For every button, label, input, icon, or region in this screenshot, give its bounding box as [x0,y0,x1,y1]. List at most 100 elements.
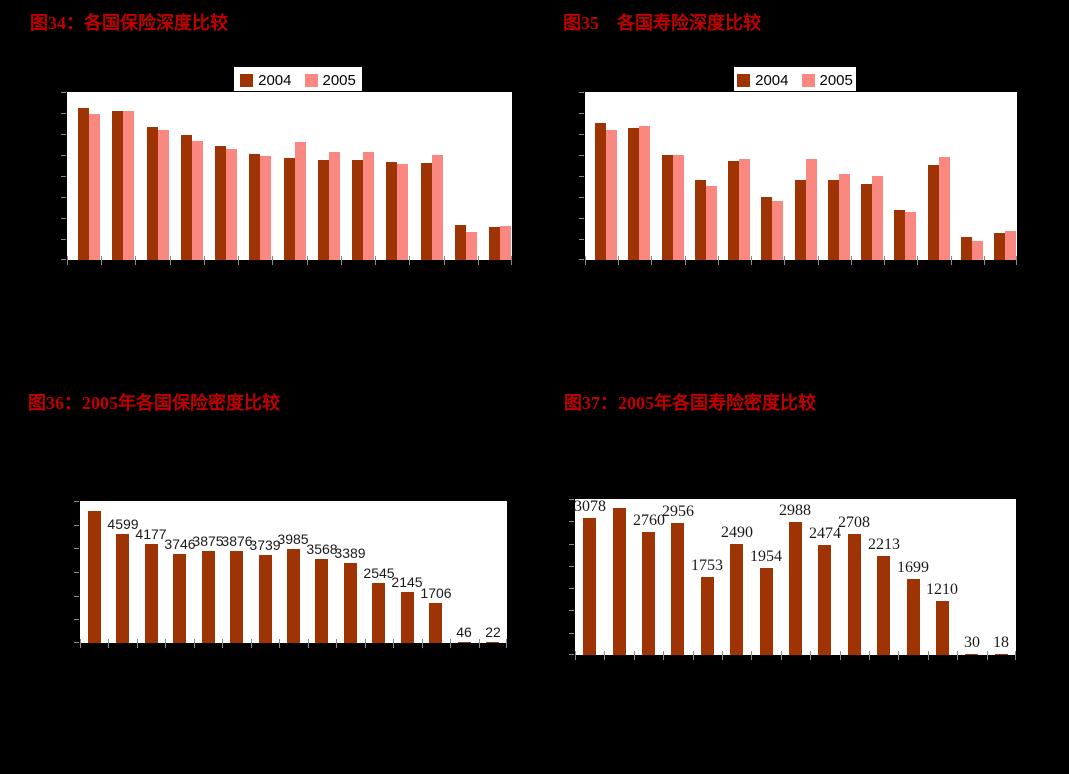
bar-2005 [730,544,743,655]
bar-2005 [872,176,883,260]
x-axis-tick [108,639,109,648]
bar-2005 [295,142,306,260]
plot-clip: 3078 2760 2956 1753 2490 1954 2988 2474 2708 2213… [575,499,1016,655]
y-axis-tick [579,218,584,219]
data-label: 2988 [779,502,811,519]
y-axis-tick [61,239,66,240]
x-axis-tick [365,639,366,648]
y-axis-tick [74,596,79,597]
bar-2004 [318,160,329,260]
x-axis-tick [307,256,308,265]
data-label: 2760 [633,512,665,529]
bar-2005 [839,174,850,260]
data-label: 2708 [838,514,870,531]
x-axis-tick [685,256,686,265]
legend-item-2004: 2004 [240,71,292,89]
y-axis-tick [569,499,574,500]
bar-2005 [88,511,101,643]
bar-2005 [583,518,596,655]
bar-2005 [429,603,442,643]
bar-2004 [78,108,89,260]
y-axis-tick [579,113,584,114]
x-axis-tick [634,651,635,660]
data-label: 1954 [750,548,782,565]
plot-clip: 4599 4177 3746 3875 3876 3739 3985 3568 3389 2545… [80,501,507,643]
x-axis-tick [693,651,694,660]
legend-swatch-2004 [737,73,751,87]
x-axis-tick [137,639,138,648]
x-axis-tick [604,651,605,660]
bar-2005 [458,642,471,643]
x-axis-tick [784,256,785,265]
y-axis-tick [74,572,79,573]
bar-2005 [486,642,499,643]
bar-2005 [905,212,916,260]
x-axis-tick [651,256,652,265]
bar-2005 [613,508,626,655]
x-axis-tick [479,639,480,648]
x-axis-tick [170,256,171,265]
x-axis-tick [222,639,223,648]
bar-2004 [284,158,295,260]
x-axis-tick [80,639,81,648]
data-label: 2145 [391,574,423,590]
y-axis-tick [74,548,79,549]
x-axis-tick [135,256,136,265]
x-axis-tick [67,256,68,265]
x-axis-tick [751,256,752,265]
data-label: 2474 [809,525,841,542]
bar-2004 [761,197,772,260]
bar-2005 [500,226,511,260]
data-label: 3078 [575,499,606,515]
y-axis-tick [61,259,66,260]
y-axis-tick [74,642,79,643]
bar-2004 [455,225,466,260]
bar-2005 [939,157,950,260]
plot-area [579,91,1018,265]
legend-label-2005: 2005 [322,71,356,89]
x-axis-tick [957,651,958,660]
plot-area: 3078 2760 2956 1753 2490 1954 2988 2474 2708 2213… [569,498,1017,660]
x-axis-tick [506,639,507,648]
y-axis-tick [569,544,574,545]
x-axis-tick [575,651,576,660]
bar-2004 [795,180,806,260]
bar-2005 [287,549,300,643]
data-label: 2956 [662,503,694,520]
bar-2005 [965,654,978,655]
x-axis-tick [279,639,280,648]
x-axis-tick [308,639,309,648]
x-axis-tick [722,651,723,660]
data-label: 22 [485,624,501,640]
y-axis-tick [579,259,584,260]
bar-2005 [701,577,714,655]
bar-2005 [173,554,186,643]
bar-2004 [386,162,397,260]
bar-2005 [739,159,750,260]
y-axis-tick [579,197,584,198]
bar-2005 [363,152,374,260]
bar-2005 [116,534,129,643]
bar-2005 [772,201,783,260]
plot-clip [585,92,1017,260]
x-axis-tick [751,651,752,660]
x-axis-tick [336,639,337,648]
bar-2005 [372,583,385,643]
data-label: 3746 [164,536,196,552]
data-label: 2545 [363,565,395,581]
bar-2004 [894,210,905,260]
y-axis-tick [579,134,584,135]
x-axis-tick [478,256,479,265]
x-axis-tick [511,256,512,265]
bar-2004 [662,155,673,260]
bar-2005 [158,130,169,260]
y-axis-tick [74,619,79,620]
bar-2005 [397,164,408,260]
bar-2005 [466,232,477,260]
bar-2005 [260,156,271,260]
x-axis-tick [898,651,899,660]
bar-2005 [907,579,920,655]
data-label: 3875 [192,533,224,549]
bar-2005 [642,532,655,655]
legend-label-2004: 2004 [258,71,292,89]
